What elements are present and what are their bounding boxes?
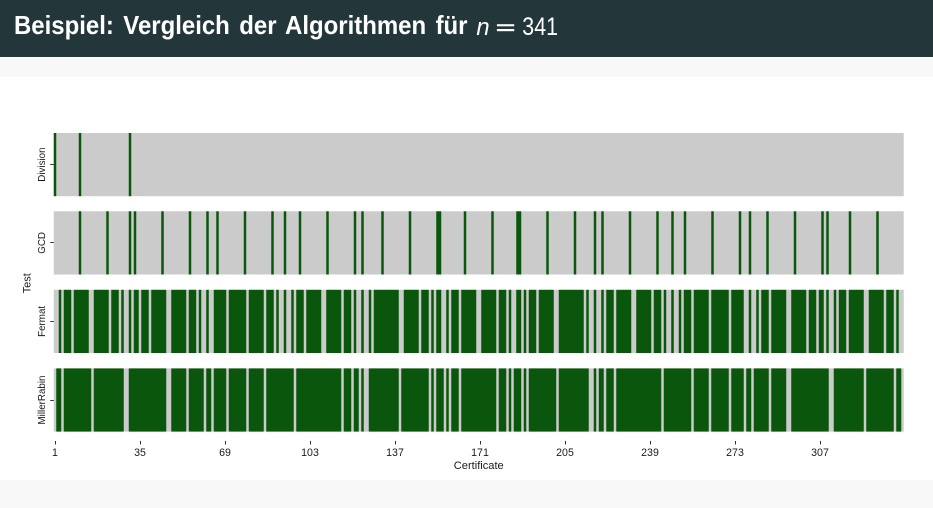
svg-text:MillerRabin: MillerRabin	[37, 376, 48, 425]
svg-text:341: 341	[522, 14, 558, 41]
svg-text:137: 137	[386, 447, 404, 459]
svg-text:171: 171	[471, 447, 489, 459]
svg-text:Test: Test	[22, 273, 34, 293]
svg-text:n: n	[476, 14, 489, 41]
svg-text:205: 205	[556, 447, 574, 459]
svg-text:Certificate: Certificate	[454, 460, 504, 472]
svg-text:69: 69	[219, 447, 231, 459]
svg-text:Division: Division	[37, 147, 48, 181]
svg-text:239: 239	[641, 447, 659, 459]
svg-text:273: 273	[726, 447, 744, 459]
svg-text:35: 35	[134, 447, 146, 459]
svg-text:1: 1	[52, 447, 58, 459]
svg-text:307: 307	[811, 447, 829, 459]
svg-text:Fermat: Fermat	[37, 306, 48, 337]
svg-text:GCD: GCD	[37, 232, 48, 254]
svg-text:103: 103	[301, 447, 319, 459]
